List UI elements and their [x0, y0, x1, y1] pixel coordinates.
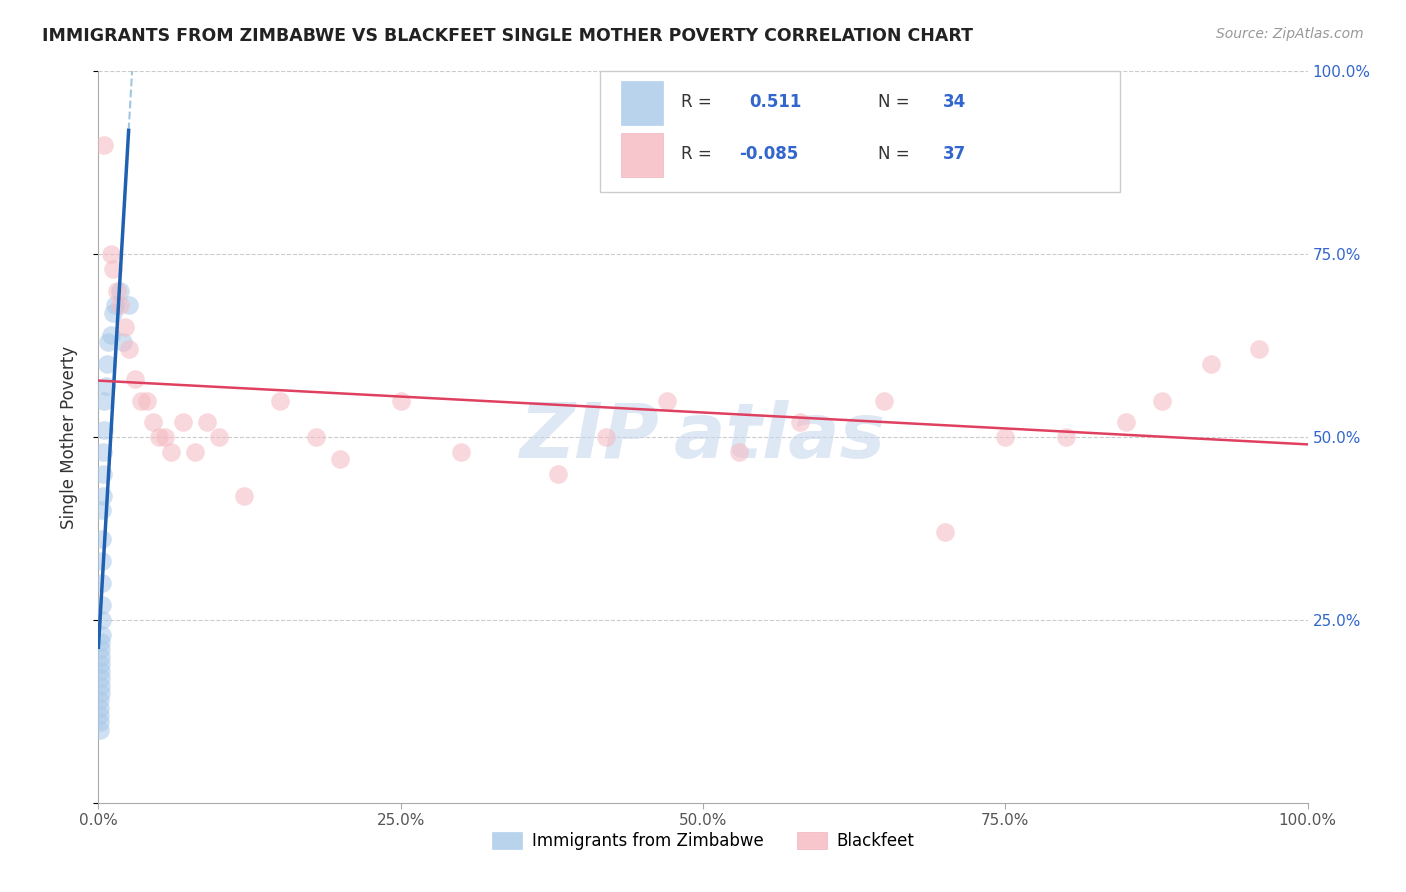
- Bar: [621, 133, 664, 177]
- Point: [269, 393, 291, 408]
- Point: [91, 599, 114, 613]
- Bar: [621, 81, 664, 125]
- Point: [91, 576, 114, 591]
- Point: [172, 416, 194, 430]
- Point: [100, 327, 122, 342]
- Point: [195, 416, 218, 430]
- Point: [90, 657, 112, 671]
- Point: [305, 430, 328, 444]
- Y-axis label: Single Mother Poverty: Single Mother Poverty: [59, 345, 77, 529]
- Point: [101, 261, 124, 276]
- Point: [89, 693, 111, 707]
- Point: [101, 306, 124, 320]
- Point: [90, 664, 112, 678]
- Point: [90, 635, 112, 649]
- Point: [91, 489, 114, 503]
- Point: [728, 444, 751, 458]
- Point: [129, 393, 152, 408]
- Point: [89, 723, 111, 737]
- Point: [450, 444, 472, 458]
- Text: R =: R =: [682, 94, 711, 112]
- Legend: Immigrants from Zimbabwe, Blackfeet: Immigrants from Zimbabwe, Blackfeet: [485, 825, 921, 856]
- Text: -0.085: -0.085: [740, 145, 799, 163]
- Text: R =: R =: [682, 145, 711, 163]
- Point: [934, 525, 956, 540]
- Point: [1115, 416, 1137, 430]
- Point: [1054, 430, 1077, 444]
- Point: [91, 533, 114, 547]
- Point: [91, 444, 114, 458]
- Point: [208, 430, 231, 444]
- Point: [91, 467, 114, 481]
- Point: [1152, 393, 1174, 408]
- Point: [789, 416, 811, 430]
- Point: [114, 320, 136, 334]
- Text: ZIP atlas: ZIP atlas: [520, 401, 886, 474]
- Point: [93, 423, 115, 437]
- Point: [89, 715, 111, 730]
- Point: [148, 430, 170, 444]
- Text: 37: 37: [942, 145, 966, 163]
- Point: [97, 334, 120, 349]
- Point: [89, 700, 111, 714]
- Point: [93, 137, 115, 152]
- Point: [111, 334, 134, 349]
- Point: [108, 284, 131, 298]
- Text: N =: N =: [879, 145, 910, 163]
- Point: [547, 467, 569, 481]
- Point: [118, 298, 141, 312]
- Point: [94, 379, 117, 393]
- Point: [232, 489, 254, 503]
- Point: [89, 708, 111, 723]
- Point: [329, 452, 352, 467]
- Point: [90, 672, 112, 686]
- Point: [135, 393, 157, 408]
- Point: [108, 298, 131, 312]
- Text: 34: 34: [942, 94, 966, 112]
- Point: [91, 503, 114, 517]
- Point: [873, 393, 896, 408]
- Point: [153, 430, 176, 444]
- Point: [91, 627, 114, 641]
- Point: [93, 393, 115, 408]
- Point: [994, 430, 1017, 444]
- FancyBboxPatch shape: [600, 71, 1121, 192]
- Point: [91, 554, 114, 568]
- Point: [124, 371, 146, 385]
- Point: [118, 343, 141, 357]
- Text: IMMIGRANTS FROM ZIMBABWE VS BLACKFEET SINGLE MOTHER POVERTY CORRELATION CHART: IMMIGRANTS FROM ZIMBABWE VS BLACKFEET SI…: [42, 27, 973, 45]
- Point: [142, 416, 165, 430]
- Point: [90, 679, 112, 693]
- Point: [90, 649, 112, 664]
- Text: 0.511: 0.511: [749, 94, 801, 112]
- Text: Source: ZipAtlas.com: Source: ZipAtlas.com: [1216, 27, 1364, 41]
- Point: [595, 430, 617, 444]
- Point: [1249, 343, 1271, 357]
- Point: [655, 393, 678, 408]
- Point: [104, 298, 127, 312]
- Text: N =: N =: [879, 94, 910, 112]
- Point: [389, 393, 412, 408]
- Point: [184, 444, 207, 458]
- Point: [105, 284, 128, 298]
- Point: [90, 686, 112, 700]
- Point: [90, 642, 112, 657]
- Point: [1199, 357, 1222, 371]
- Point: [91, 613, 114, 627]
- Point: [100, 247, 122, 261]
- Point: [160, 444, 183, 458]
- Point: [96, 357, 118, 371]
